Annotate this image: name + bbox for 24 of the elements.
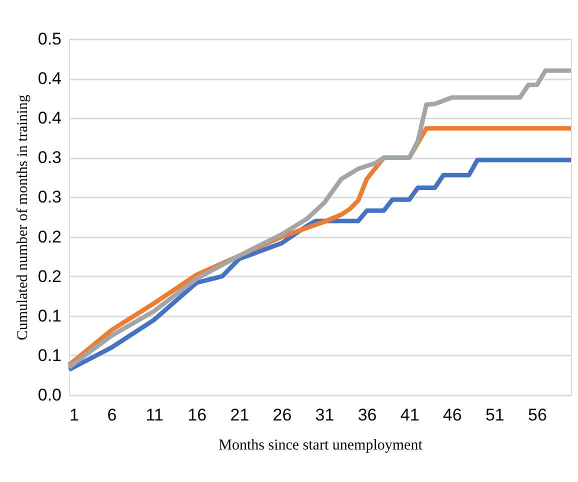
x-tick-label: 16 bbox=[188, 406, 207, 424]
y-tick-label: 0.2 bbox=[38, 227, 62, 246]
x-tick-label: 26 bbox=[272, 406, 292, 424]
y-tick-label: 0.2 bbox=[38, 266, 62, 286]
x-tick-label: 36 bbox=[358, 406, 377, 424]
x-tick-label: 31 bbox=[315, 406, 334, 424]
y-axis-title: Cumulated number of months in training bbox=[14, 94, 31, 340]
y-tick-label: 0.4 bbox=[38, 69, 62, 88]
x-tick-label: 41 bbox=[400, 406, 420, 424]
y-tick-label: 0.3 bbox=[38, 148, 62, 168]
x-tick-label: 6 bbox=[107, 406, 117, 424]
y-tick-label: 0.4 bbox=[38, 108, 62, 128]
y-tick-label: 0.1 bbox=[38, 346, 62, 365]
x-tick-label: 46 bbox=[442, 406, 462, 424]
y-tick-label: 0.1 bbox=[38, 306, 62, 326]
x-tick-label: 11 bbox=[146, 406, 164, 424]
x-axis-title: Months since start unemployment bbox=[218, 438, 424, 454]
x-tick-label: 56 bbox=[528, 406, 547, 424]
x-tick-label: 21 bbox=[230, 406, 250, 424]
x-tick-label: 51 bbox=[485, 406, 504, 424]
y-tick-label: 0.5 bbox=[38, 30, 62, 48]
x-tick-label: 1 bbox=[70, 406, 79, 424]
y-tick-label: 0.0 bbox=[38, 386, 62, 404]
y-tick-label: 0.3 bbox=[38, 188, 62, 207]
